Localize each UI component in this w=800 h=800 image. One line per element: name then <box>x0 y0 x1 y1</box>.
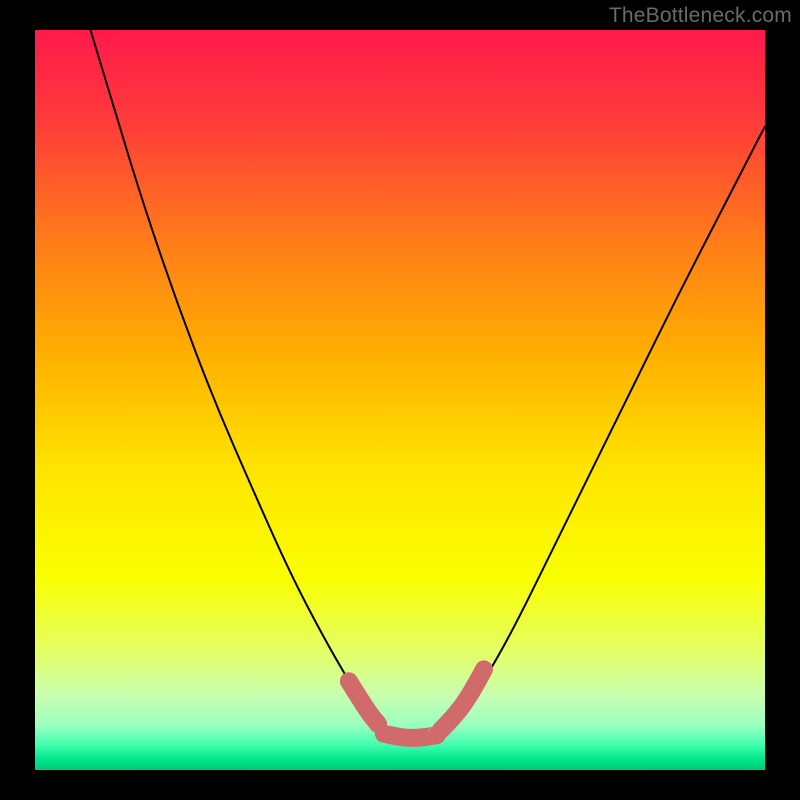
watermark-text: TheBottleneck.com <box>609 4 792 28</box>
plot-background <box>35 30 765 770</box>
bottleneck-chart <box>0 0 800 800</box>
chart-container: TheBottleneck.com <box>0 0 800 800</box>
highlight-bottom <box>384 734 437 738</box>
